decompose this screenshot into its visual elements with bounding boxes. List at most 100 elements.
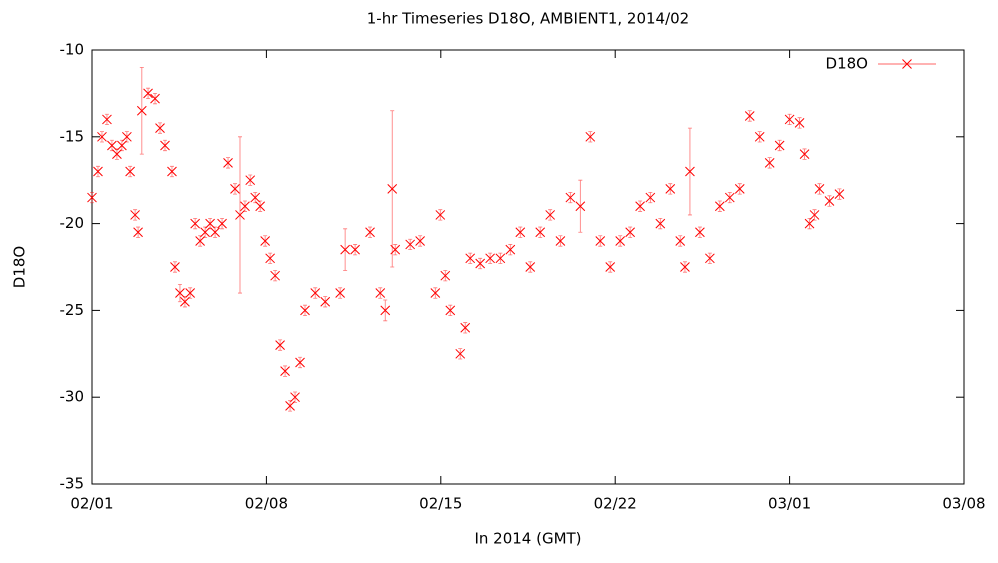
point [535, 226, 546, 238]
point [645, 191, 656, 204]
point [102, 113, 112, 126]
chart-title: 1-hr Timeseries D18O, AMBIENT1, 2014/02 [367, 10, 689, 28]
marker [275, 340, 285, 350]
point [675, 235, 686, 247]
marker [834, 189, 845, 199]
point [223, 157, 233, 169]
marker [170, 262, 180, 272]
y-tick-label: -10 [60, 41, 85, 59]
marker [280, 366, 290, 377]
point [130, 209, 140, 221]
point [724, 191, 735, 204]
marker [714, 201, 725, 212]
point [794, 117, 805, 129]
point [804, 217, 815, 230]
marker [285, 401, 295, 411]
marker [415, 236, 425, 246]
marker [335, 288, 345, 298]
point [350, 244, 360, 256]
y-axis-label: D18O [11, 246, 29, 288]
marker [125, 166, 135, 177]
marker [387, 184, 398, 194]
point [485, 252, 495, 264]
marker [143, 88, 153, 99]
point [824, 195, 835, 207]
point [440, 270, 451, 282]
marker [809, 210, 820, 220]
point [834, 188, 845, 200]
x-tick-label: 02/01 [70, 495, 113, 513]
marker [167, 166, 177, 177]
legend-cross [902, 59, 912, 69]
marker [185, 288, 196, 298]
point [300, 304, 310, 317]
point [515, 226, 526, 238]
point [210, 226, 220, 238]
point [465, 252, 476, 264]
point [180, 296, 190, 308]
point [784, 113, 795, 126]
point [87, 191, 97, 204]
y-tick-label: -15 [60, 127, 85, 145]
point [133, 226, 143, 238]
point [655, 217, 666, 230]
point [680, 261, 690, 273]
point [575, 179, 586, 233]
legend-label: D18O [826, 55, 868, 73]
point [390, 244, 401, 256]
point [744, 110, 755, 122]
point [270, 270, 280, 282]
point [405, 238, 416, 251]
marker [255, 201, 266, 212]
marker [794, 118, 805, 128]
point [475, 257, 486, 270]
marker [210, 227, 220, 238]
marker [455, 348, 466, 359]
marker [465, 253, 476, 264]
marker [734, 184, 745, 194]
point [380, 299, 391, 322]
marker [705, 253, 715, 264]
y-tick-label: -25 [60, 301, 85, 319]
point [754, 131, 765, 143]
point [265, 252, 275, 264]
point [97, 131, 107, 143]
x-tick-label: 02/22 [594, 495, 637, 513]
marker [155, 123, 165, 133]
marker [365, 227, 375, 238]
marker [665, 184, 676, 194]
marker [824, 196, 835, 206]
marker [270, 270, 280, 281]
marker [515, 227, 526, 238]
point [175, 283, 185, 303]
marker [505, 244, 516, 255]
point [734, 183, 745, 195]
point [705, 252, 715, 264]
point [615, 235, 626, 247]
marker [685, 166, 695, 177]
marker [525, 262, 536, 272]
marker [485, 253, 495, 264]
point [565, 191, 576, 204]
x-axis-label: In 2014 (GMT) [474, 530, 581, 548]
point [387, 110, 398, 268]
point [275, 339, 285, 351]
x-tick-label: 03/08 [942, 495, 985, 513]
marker [290, 392, 300, 403]
marker [130, 210, 140, 220]
point [814, 183, 825, 195]
marker [245, 175, 256, 186]
marker [133, 227, 143, 238]
marker [724, 192, 735, 203]
point [310, 287, 321, 299]
marker [310, 288, 321, 298]
point [320, 296, 331, 308]
marker [680, 262, 690, 272]
point [136, 66, 147, 155]
marker [320, 296, 331, 307]
point [595, 235, 606, 247]
marker [102, 114, 112, 125]
marker [375, 288, 386, 298]
point [460, 322, 471, 334]
point [245, 174, 256, 186]
